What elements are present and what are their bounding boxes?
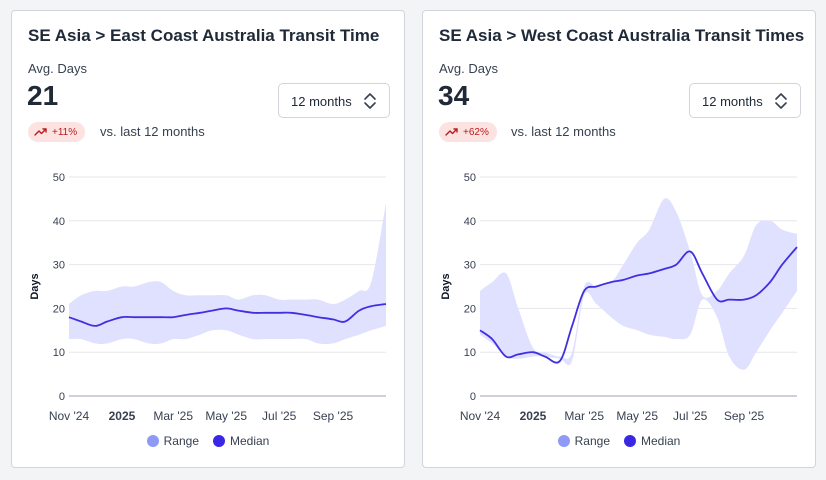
metric-label: Avg. Days	[28, 61, 88, 76]
transit-chart: 0 10 20 30 40 50 Nov '24 2025 Mar '25 May '25 Jul …	[440, 172, 798, 423]
y-tick-label: 30	[464, 260, 476, 272]
y-axis-title: Days	[29, 273, 41, 299]
transit-card-west: SE Asia > West Coast Australia Transit T…	[422, 10, 816, 468]
chevron-up-down-icon	[775, 93, 787, 109]
compare-text: vs. last 12 months	[100, 124, 205, 139]
change-value: +62%	[463, 126, 489, 138]
y-tick-label: 40	[53, 216, 65, 228]
legend-item-range[interactable]: Range	[557, 434, 610, 448]
x-tick-label: Nov '24	[49, 409, 90, 423]
trend-up-icon	[445, 128, 458, 136]
metric-value: 21	[27, 80, 59, 111]
median-line	[479, 246, 798, 364]
x-tick-label: May '25	[616, 409, 658, 423]
y-tick-label: 20	[53, 303, 65, 315]
legend-item-range[interactable]: Range	[146, 434, 199, 448]
x-tick-label: 2025	[109, 409, 136, 423]
range-band	[480, 198, 797, 370]
change-value: +11%	[52, 126, 78, 138]
legend-label-median: Median	[641, 434, 681, 448]
range-legend-dot	[146, 435, 159, 447]
x-tick-label: Jul '25	[262, 409, 297, 423]
y-tick-label: 20	[464, 303, 476, 315]
period-select[interactable]: 12 months	[689, 83, 801, 118]
x-tick-label: Jul '25	[673, 409, 708, 423]
y-tick-label: 40	[464, 216, 476, 228]
y-tick-label: 50	[53, 172, 65, 184]
range-legend-dot	[557, 435, 570, 447]
transit-card-east: SE Asia > East Coast Australia Transit T…	[11, 10, 405, 468]
change-badge: +62%	[439, 122, 497, 142]
x-tick-label: May '25	[205, 409, 247, 423]
period-select[interactable]: 12 months	[278, 83, 390, 118]
x-tick-label: 2025	[520, 409, 547, 423]
y-tick-label: 0	[59, 391, 65, 403]
legend-item-median[interactable]: Median	[213, 434, 269, 448]
change-badge: +11%	[28, 122, 86, 142]
chart-legend: Range Median	[423, 434, 815, 448]
chart-legend: Range Median	[12, 434, 404, 448]
median-legend-dot	[213, 435, 225, 447]
y-tick-label: 0	[470, 391, 476, 403]
metric-label: Avg. Days	[439, 61, 499, 76]
compare-text: vs. last 12 months	[511, 124, 616, 139]
x-tick-label: Sep '25	[313, 409, 354, 423]
y-axis-title: Days	[440, 273, 452, 299]
transit-chart: 0 10 20 30 40 50 Nov '24 2025 Mar '25 May '25 Jul …	[29, 172, 387, 423]
y-tick-label: 10	[53, 347, 65, 359]
y-tick-label: 10	[464, 347, 476, 359]
median-legend-dot	[624, 435, 636, 447]
legend-item-median[interactable]: Median	[624, 434, 680, 448]
chevron-up-down-icon	[364, 93, 376, 109]
legend-label-range: Range	[163, 434, 199, 448]
trend-up-icon	[34, 128, 47, 136]
x-tick-label: Mar '25	[153, 409, 193, 423]
median-line	[68, 303, 387, 327]
legend-label-range: Range	[574, 434, 610, 448]
card-title: SE Asia > West Coast Australia Transit T…	[439, 26, 805, 45]
x-tick-label: Sep '25	[724, 409, 765, 423]
period-select-label: 12 months	[702, 94, 763, 109]
x-tick-label: Nov '24	[460, 409, 501, 423]
y-tick-label: 50	[464, 172, 476, 184]
y-tick-label: 30	[53, 260, 65, 272]
range-band	[69, 203, 386, 344]
card-title: SE Asia > East Coast Australia Transit T…	[28, 26, 380, 45]
x-tick-label: Mar '25	[564, 409, 604, 423]
metric-value: 34	[438, 80, 470, 111]
period-select-label: 12 months	[291, 94, 352, 109]
legend-label-median: Median	[230, 434, 270, 448]
